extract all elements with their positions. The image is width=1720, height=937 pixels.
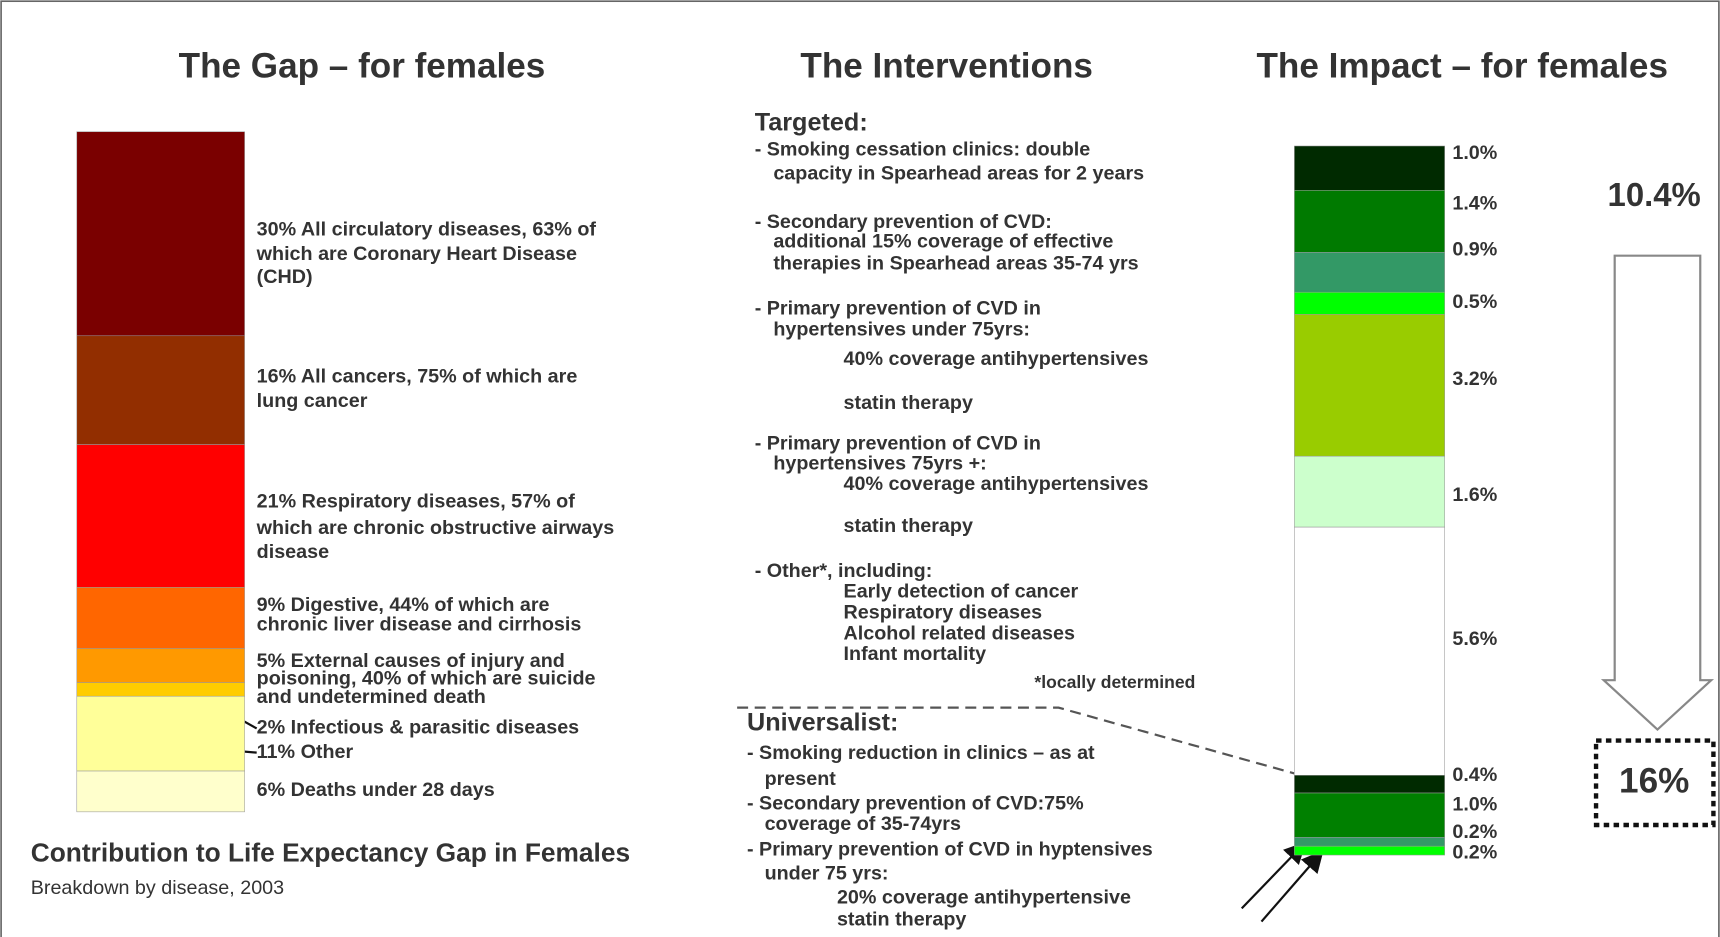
impact-segment [1294,775,1445,794]
impact-segment [1294,455,1445,528]
impact-segment [1294,252,1445,293]
segment-label: 5% External causes of injury and [257,650,565,672]
segment-label: and undetermined death [257,686,486,708]
intervention-line: Infant mortality [844,643,987,665]
gap-segment [76,131,245,337]
interventions-title: The Interventions [800,46,1092,85]
caption: Contribution to Life Expectancy Gap in F… [31,838,630,868]
impact-label: 3.2% [1452,368,1497,390]
impact-segment [1294,190,1445,253]
intervention-line: present [765,768,837,790]
intervention-line: 40% coverage antihypertensives [844,348,1149,370]
targeted-heading: Targeted: [755,109,868,137]
gap-segment [76,770,245,813]
intervention-line: - Other*, including: [755,560,933,582]
intervention-line: - Secondary prevention of CVD: [755,211,1052,233]
intervention-line: 20% coverage antihypertensive [837,887,1131,909]
segment-label: 21% Respiratory diseases, 57% of [257,491,576,513]
segment-label: 30% All circulatory diseases, 63% of [257,219,597,241]
impact-segment [1294,845,1445,856]
intervention-line: statin therapy [837,909,966,931]
impact-title: The Impact – for females [1256,46,1668,85]
impact-label: 0.5% [1452,291,1497,313]
subcaption: Breakdown by disease, 2003 [31,877,284,899]
segment-label: (CHD) [257,266,313,288]
impact-label: 0.4% [1452,764,1497,786]
intervention-line: hypertensives 75yrs +: [773,452,986,474]
intervention-line: Alcohol related diseases [844,622,1075,644]
result-box [1593,738,1716,828]
intervention-line: statin therapy [844,515,973,537]
intervention-line: Respiratory diseases [844,602,1043,624]
impact-label: 0.9% [1452,238,1497,260]
intervention-line: 40% coverage antihypertensives [844,473,1149,495]
impact-segment [1294,526,1445,776]
intervention-line: - Secondary prevention of CVD:75% [747,792,1084,814]
universalist-heading: Universalist: [747,709,898,737]
impact-label: 0.2% [1452,821,1497,843]
pointer-arrow [1240,841,1307,910]
impact-segment [1294,837,1445,847]
impact-label: 1.6% [1452,484,1497,506]
segment-label: 11% Other [257,741,354,763]
gap-segment [76,444,245,588]
intervention-line: - Primary prevention of CVD in [755,298,1041,320]
gap-segment [76,587,245,649]
segment-label: 16% All cancers, 75% of which are [257,366,578,388]
gap-segment [76,695,245,772]
segment-label: 6% Deaths under 28 days [257,779,495,801]
impact-label: 5.6% [1452,628,1497,650]
segment-label: 2% Infectious & parasitic diseases [257,717,579,739]
result-label: 16% [1619,762,1689,801]
gap-segment [76,682,245,697]
segment-label: which are Coronary Heart Disease [256,243,577,265]
segment-label: poisoning, 40% of which are suicide [257,667,596,689]
intervention-line: therapies in Spearhead areas 35-74 yrs [773,253,1138,275]
segment-label: disease [257,541,329,563]
intervention-line: under 75 yrs: [765,863,889,885]
segment-label: which are chronic obstructive airways [256,517,615,539]
impact-segment [1294,291,1445,315]
gap-title: The Gap – for females [179,46,546,85]
impact-label: 1.0% [1452,793,1497,815]
intervention-line: - Primary prevention of CVD in hyptensiv… [747,838,1153,860]
impact-label: 1.0% [1452,142,1497,164]
intervention-line: capacity in Spearhead areas for 2 years [773,163,1144,185]
segment-label: 9% Digestive, 44% of which are [257,594,550,616]
impact-segment [1294,314,1445,457]
impact-segment [1294,792,1445,838]
intervention-line: - Smoking reduction in clinics – as at [747,742,1095,764]
footnote: *locally determined [1034,672,1195,692]
impact-label: 1.4% [1452,192,1497,214]
gap-segment [76,335,245,445]
intervention-line: statin therapy [844,392,973,414]
gap-segment [76,648,245,683]
intervention-line: - Smoking cessation clinics: double [755,139,1091,161]
total-label: 10.4% [1608,176,1701,213]
impact-arrow [1600,254,1715,732]
segment-label: chronic liver disease and cirrhosis [257,614,582,636]
intervention-line: hypertensives under 75yrs: [773,319,1030,341]
impact-label: 0.2% [1452,842,1497,864]
segment-label: lung cancer [257,390,368,412]
impact-segment [1294,145,1445,191]
intervention-line: - Primary prevention of CVD in [755,433,1041,455]
pointer-arrow [1260,850,1324,923]
intervention-line: Early detection of cancer [844,581,1079,603]
divider [737,706,1295,775]
intervention-line: coverage of 35-74yrs [765,813,961,835]
intervention-line: additional 15% coverage of effective [773,231,1113,253]
